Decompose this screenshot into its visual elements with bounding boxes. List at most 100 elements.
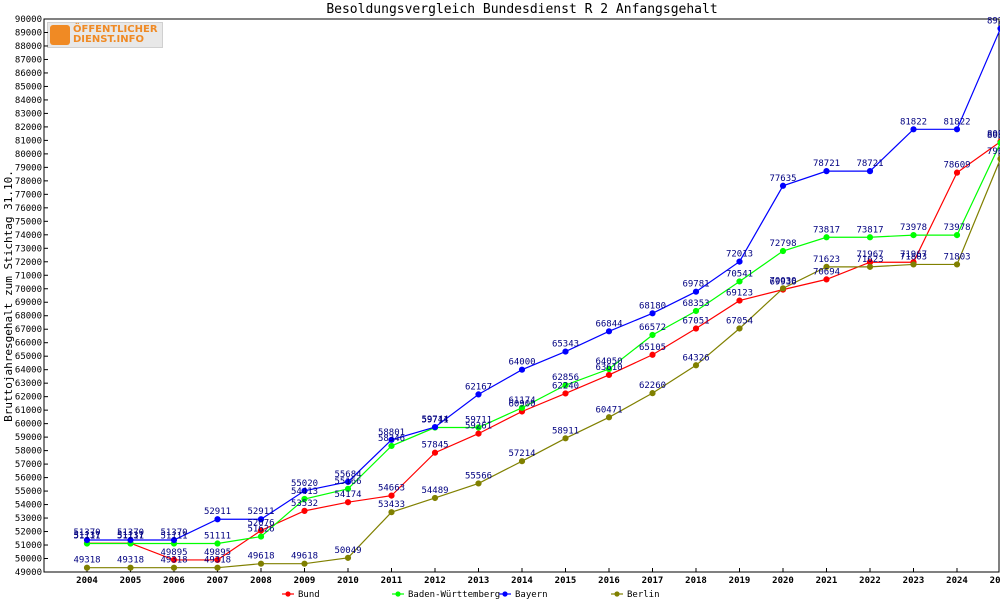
data-label: 60900 <box>508 399 535 409</box>
data-point <box>214 540 221 547</box>
data-label: 77635 <box>769 174 796 184</box>
data-label: 73978 <box>900 223 927 233</box>
y-tick-label: 82000 <box>15 123 42 133</box>
data-point <box>214 556 221 564</box>
data-point <box>953 169 961 176</box>
x-tick-label: 2012 <box>424 576 446 586</box>
data-label: 54413 <box>291 487 318 497</box>
data-label: 89295 <box>987 17 1000 27</box>
series-line <box>87 141 1000 561</box>
y-tick-label: 70000 <box>15 285 42 295</box>
y-tick-label: 64000 <box>15 366 42 376</box>
data-point <box>170 564 178 571</box>
data-point <box>257 527 265 534</box>
data-point <box>953 126 961 133</box>
data-label: 62856 <box>552 373 579 383</box>
y-tick-label: 78000 <box>15 177 42 187</box>
y-tick-label: 58000 <box>15 447 42 457</box>
y-tick-label: 73000 <box>15 244 42 254</box>
y-tick-label: 63000 <box>15 379 42 389</box>
data-label: 49318 <box>73 556 100 566</box>
y-tick-label: 88000 <box>15 42 42 52</box>
y-tick-label: 49000 <box>15 568 42 578</box>
x-tick-label: 2010 <box>337 576 359 586</box>
data-point <box>649 390 656 397</box>
data-label: 73817 <box>856 225 883 235</box>
data-label: 49318 <box>117 556 144 566</box>
data-label: 62260 <box>639 381 666 391</box>
data-label: 54663 <box>378 484 405 494</box>
data-point <box>170 556 178 564</box>
y-tick-label: 62000 <box>15 393 42 403</box>
data-point <box>997 139 1000 146</box>
series-layer <box>83 25 1000 571</box>
data-label: 70030 <box>769 276 796 286</box>
y-axis: 49000 50000 51000 52000 53000 54000 55000 56000… <box>15 15 48 578</box>
data-label: 58801 <box>378 428 405 438</box>
data-label: 52911 <box>204 507 231 517</box>
data-point <box>649 310 656 317</box>
data-point <box>910 261 917 268</box>
data-label: 57214 <box>508 449 535 459</box>
data-label: 53532 <box>291 499 318 509</box>
series-line <box>87 28 1000 541</box>
data-point <box>475 391 482 398</box>
data-label: 58911 <box>552 426 579 436</box>
data-point <box>475 480 482 487</box>
data-label: 66572 <box>639 323 666 333</box>
data-point <box>953 261 961 268</box>
data-point <box>388 509 395 516</box>
legend-label: Berlin <box>627 590 660 600</box>
data-label: 69123 <box>726 289 753 299</box>
data-point <box>779 285 787 292</box>
y-tick-label: 53000 <box>15 514 42 524</box>
data-point <box>214 564 221 571</box>
data-point <box>344 499 352 506</box>
y-tick-label: 56000 <box>15 474 42 484</box>
legend-label: Bund <box>298 590 320 600</box>
data-label: 81822 <box>900 117 927 127</box>
data-label: 67054 <box>726 316 753 326</box>
data-point <box>953 232 961 239</box>
data-point <box>301 487 308 494</box>
data-label: 59744 <box>421 415 448 425</box>
data-label: 65105 <box>639 343 666 353</box>
x-tick-label: 2020 <box>772 576 794 586</box>
data-point <box>170 536 178 544</box>
data-point <box>779 247 787 255</box>
data-label: 58346 <box>378 434 405 444</box>
data-point <box>910 232 917 239</box>
y-tick-label: 86000 <box>15 69 42 79</box>
y-tick-label: 80000 <box>15 150 42 160</box>
data-label: 69936 <box>769 278 796 288</box>
data-point <box>83 536 91 544</box>
y-tick-label: 71000 <box>15 271 42 281</box>
data-point <box>83 564 91 571</box>
legend-swatch-marker <box>395 591 401 597</box>
y-tick-label: 65000 <box>15 352 42 362</box>
y-tick-label: 77000 <box>15 190 42 200</box>
data-label: 65343 <box>552 340 579 350</box>
data-label: 71623 <box>813 255 840 265</box>
data-point <box>649 331 656 339</box>
logo-mark-icon <box>50 25 70 45</box>
legend-swatch-marker <box>285 591 291 597</box>
data-label: 72798 <box>769 239 796 249</box>
data-point <box>388 492 395 499</box>
data-label: 54174 <box>334 490 361 500</box>
data-point <box>344 485 352 492</box>
y-tick-label: 51000 <box>15 541 42 551</box>
publisher-logo: ÖFFENTLICHER DIENST.INFO <box>47 22 163 48</box>
data-point <box>301 560 308 567</box>
data-point <box>605 371 613 379</box>
data-label: 72013 <box>726 250 753 260</box>
data-point <box>823 276 830 283</box>
y-tick-label: 69000 <box>15 298 42 308</box>
chart-title: Besoldungsvergleich Bundesdienst R 2 Anf… <box>326 2 717 17</box>
data-label: 66844 <box>595 319 622 329</box>
data-point <box>823 234 830 241</box>
data-label: 55020 <box>291 479 318 489</box>
data-label: 61174 <box>508 396 535 406</box>
x-tick-label: 2024 <box>946 576 968 586</box>
